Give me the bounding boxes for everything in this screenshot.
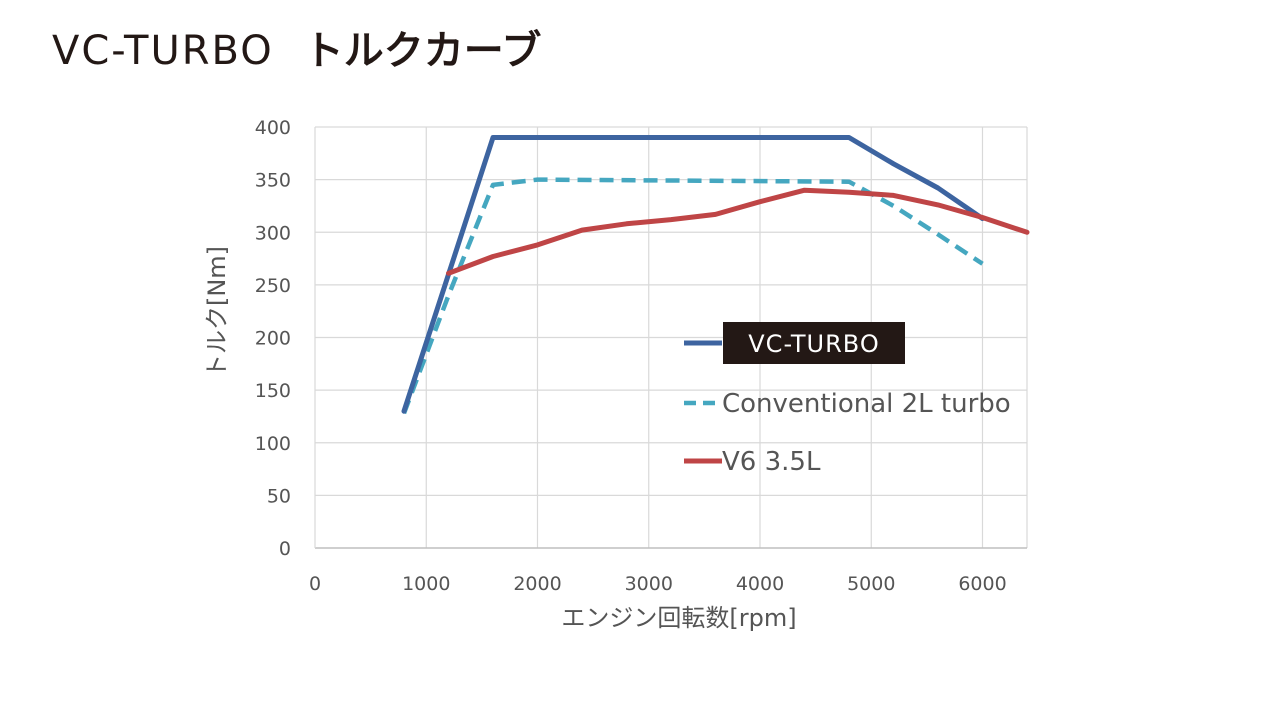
legend-label-1: Conventional 2L turbo — [722, 389, 1011, 419]
x-tick-label: 4000 — [736, 573, 784, 595]
x-tick-label: 5000 — [847, 573, 895, 595]
y-tick-label: 150 — [255, 380, 291, 402]
x-tick-label: 6000 — [958, 573, 1006, 595]
y-tick-label: 50 — [267, 485, 291, 507]
series-lines — [401, 135, 1030, 415]
y-tick-label: 200 — [255, 328, 291, 350]
x-tick-label: 1000 — [402, 573, 450, 595]
title-jp: トルクカーブ — [303, 28, 542, 74]
series-line-2 — [446, 187, 1030, 276]
title-latin: VC-TURBO — [52, 28, 274, 74]
y-tick-label: 250 — [255, 275, 291, 297]
y-tick-labels: 0 50 100 150 200 250 300 350 400 — [255, 117, 291, 560]
legend: VC-TURBO Conventional 2L turbo V6 3.5L — [684, 322, 1011, 477]
series-line-1 — [401, 177, 984, 415]
x-axis-label: エンジン回転数[rpm] — [561, 604, 796, 632]
legend-label-box — [723, 322, 905, 364]
x-tick-label: 2000 — [513, 573, 561, 595]
y-tick-label: 350 — [255, 170, 291, 192]
y-tick-label: 0 — [279, 538, 291, 560]
y-tick-label: 100 — [255, 433, 291, 455]
x-tick-labels: 0 1000 2000 3000 4000 5000 6000 — [309, 573, 1007, 595]
chart-axes — [314, 127, 1027, 549]
slide-title: VC-TURBO トルクカーブ — [52, 18, 541, 76]
legend-label-2: V6 3.5L — [722, 447, 821, 477]
x-tick-label: 3000 — [625, 573, 673, 595]
y-axis-label: トルク[Nm] — [203, 246, 231, 378]
legend-label-0: VC-TURBO — [748, 330, 879, 358]
series-line-0 — [401, 135, 985, 414]
x-tick-label: 0 — [309, 573, 321, 595]
chart-grid — [315, 126, 1028, 548]
y-tick-label: 300 — [255, 222, 291, 244]
y-tick-label: 400 — [255, 117, 291, 139]
